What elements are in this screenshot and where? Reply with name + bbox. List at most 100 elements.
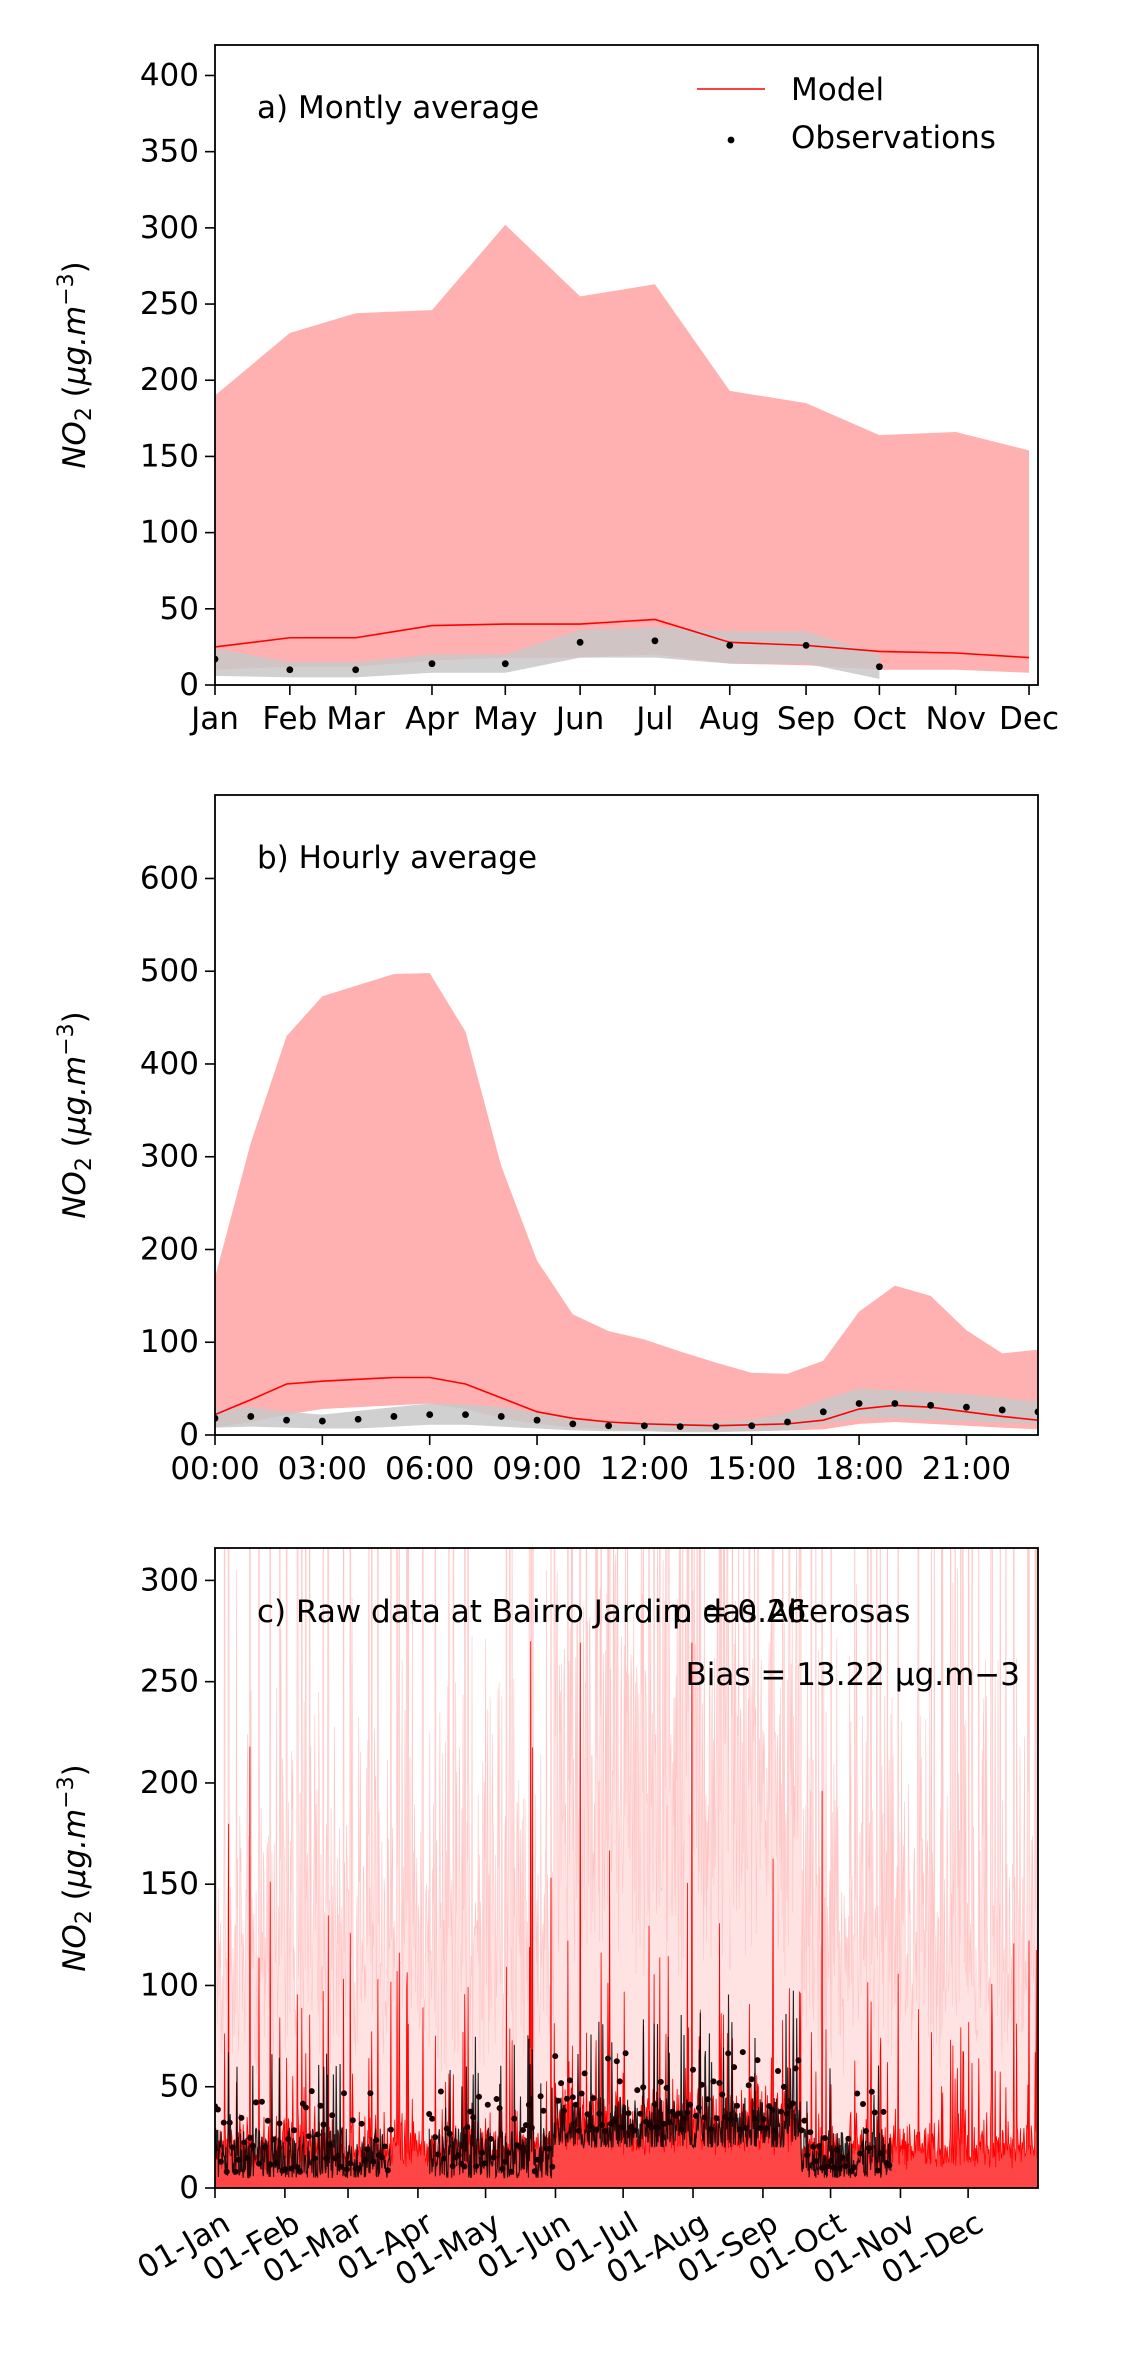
observation-point: [555, 2097, 562, 2104]
observation-range-band: [215, 627, 880, 679]
observation-point: [217, 2158, 224, 2165]
observation-point: [757, 2125, 764, 2131]
observation-point: [502, 2158, 509, 2165]
y-tick-label: 200: [140, 362, 199, 398]
observation-point: [778, 2108, 784, 2115]
observation-point: [291, 2127, 298, 2134]
y-axis-label-styled: NO2 (μg.m−3): [54, 1764, 97, 1972]
observation-point: [801, 2117, 808, 2124]
observation-point: [769, 2107, 776, 2114]
observation-point: [704, 2096, 711, 2103]
observation-point: [871, 2109, 878, 2116]
observation-point: [845, 2135, 852, 2142]
model-range-band: [215, 973, 1038, 1432]
x-tick-label: 09:00: [492, 1451, 581, 1487]
legend-label-observations: Observations: [791, 120, 996, 156]
observation-point: [963, 1403, 970, 1411]
observation-point: [501, 660, 509, 668]
observation-point: [564, 2095, 570, 2102]
observation-point: [247, 2134, 254, 2141]
observation-point: [651, 637, 659, 645]
y-tick-label: 0: [179, 667, 199, 703]
observation-point: [880, 2108, 887, 2115]
observation-point: [229, 2144, 236, 2151]
observation-point: [364, 2146, 371, 2153]
observation-point: [726, 641, 734, 649]
observation-point: [566, 2077, 573, 2084]
observation-point: [875, 663, 883, 671]
observation-point: [352, 666, 360, 674]
observation-point: [426, 1411, 434, 1418]
observation-point: [649, 2124, 655, 2130]
observation-point: [346, 2160, 353, 2167]
y-tick-label: 100: [140, 1967, 199, 2003]
observation-point: [505, 2149, 512, 2156]
observation-point: [528, 2124, 535, 2131]
observation-point: [256, 2160, 262, 2167]
observation-point: [783, 2110, 790, 2117]
x-tick-label: 12:00: [600, 1451, 689, 1487]
observation-point: [531, 2168, 538, 2175]
x-tick-label: 21:00: [922, 1451, 1011, 1487]
observation-point: [637, 2110, 644, 2117]
observation-point: [725, 2050, 732, 2057]
x-tick-label: Mar: [326, 701, 385, 737]
observation-point: [760, 2116, 767, 2123]
observation-point: [511, 2115, 518, 2122]
observation-point: [487, 2135, 494, 2142]
observation-point: [687, 2101, 694, 2108]
observation-point: [891, 1400, 899, 1407]
model-line: [215, 618, 1030, 659]
observation-point: [581, 2070, 588, 2077]
observation-point: [467, 2108, 474, 2115]
observation-point: [440, 2155, 447, 2162]
observation-point: [789, 2100, 796, 2107]
y-tick-label: 0: [179, 1417, 199, 1453]
observation-point: [537, 2093, 544, 2100]
observation-point: [326, 2141, 333, 2148]
observation-point: [660, 2120, 667, 2127]
observation-point: [534, 2156, 541, 2163]
observation-point: [508, 2168, 515, 2175]
panel-label: b) Hourly average: [257, 840, 537, 876]
observation-point: [877, 2150, 884, 2157]
observation-point: [354, 1415, 362, 1423]
observation-point: [323, 2155, 330, 2162]
observation-point: [343, 2166, 350, 2173]
observation-point: [748, 2076, 755, 2083]
observation-point: [493, 2096, 500, 2102]
observation-point: [561, 2107, 567, 2114]
observation-point: [619, 2124, 626, 2131]
x-tick-label: Nov: [925, 701, 986, 737]
axes-frame: [214, 794, 1039, 1436]
observation-point: [851, 2164, 858, 2171]
observation-point: [754, 2057, 761, 2064]
y-axis-label-styled: NO2 (μg.m−3): [54, 261, 97, 469]
observation-point: [533, 1416, 541, 1424]
y-tick-label: 600: [140, 860, 199, 896]
observation-point: [605, 1422, 613, 1430]
observation-point: [874, 2167, 881, 2174]
x-tick-label: 06:00: [385, 1451, 474, 1487]
y-tick-label: 300: [140, 1139, 199, 1175]
x-tick-label: Jun: [554, 701, 604, 737]
observation-point: [355, 2165, 362, 2172]
observation-point: [308, 2088, 315, 2095]
correlation-annotation: p = 0.26: [672, 1594, 806, 1630]
observation-point: [654, 2124, 661, 2131]
observation-point: [282, 2166, 289, 2173]
observation-point: [484, 2101, 491, 2108]
panel-label: a) Montly average: [257, 90, 539, 126]
observation-point: [692, 2112, 699, 2119]
observation-point: [701, 2114, 708, 2121]
observation-point: [734, 2102, 740, 2109]
y-tick-label: 500: [140, 953, 199, 989]
observation-point: [634, 2087, 641, 2094]
observation-point: [267, 2161, 274, 2168]
observation-point: [854, 2090, 861, 2097]
observation-point: [449, 2163, 456, 2169]
axes-frame: [214, 1547, 1039, 2189]
observation-point: [640, 1422, 648, 1430]
observation-point: [540, 2107, 547, 2114]
observation-point: [775, 2068, 781, 2074]
